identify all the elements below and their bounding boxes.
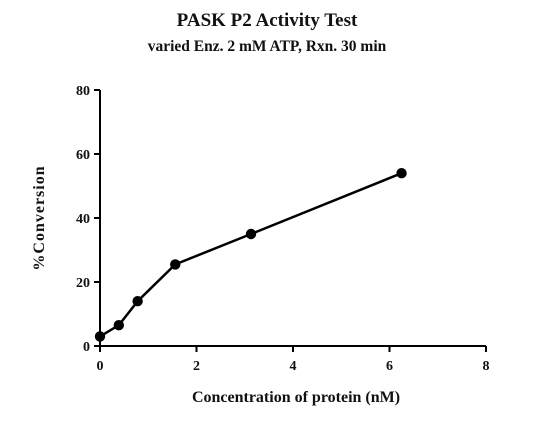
y-tick-label: 0: [83, 340, 90, 355]
axes: 0 20 40 60 80 0 2 4 6 8: [76, 84, 490, 374]
data-point: [132, 296, 143, 307]
series-points: [94, 168, 407, 342]
x-tick-label: 4: [290, 359, 297, 374]
x-tick-label: 2: [193, 359, 200, 374]
data-point: [113, 320, 125, 331]
chart-subtitle: varied Enz. 2 mM ATP, Rxn. 30 min: [147, 38, 387, 55]
y-tick-label: 60: [76, 148, 90, 163]
data-point: [170, 259, 181, 270]
x-tick-label: 0: [97, 359, 104, 374]
y-tick-label: 40: [76, 212, 90, 227]
x-tick-label: 8: [483, 359, 490, 374]
series-lines: [99, 172, 403, 338]
y-tick-label: 20: [76, 276, 90, 291]
x-tick-label: 6: [386, 359, 393, 374]
data-point: [245, 228, 257, 240]
y-tick-label: 80: [76, 84, 90, 99]
chart-title: PASK P2 Activity Test: [176, 10, 358, 31]
series-line: [99, 172, 403, 338]
data-point: [94, 331, 106, 342]
y-axis-label: %Conversion: [31, 165, 48, 270]
x-axis-label: Concentration of protein (nM): [192, 389, 400, 406]
data-point: [396, 168, 407, 179]
